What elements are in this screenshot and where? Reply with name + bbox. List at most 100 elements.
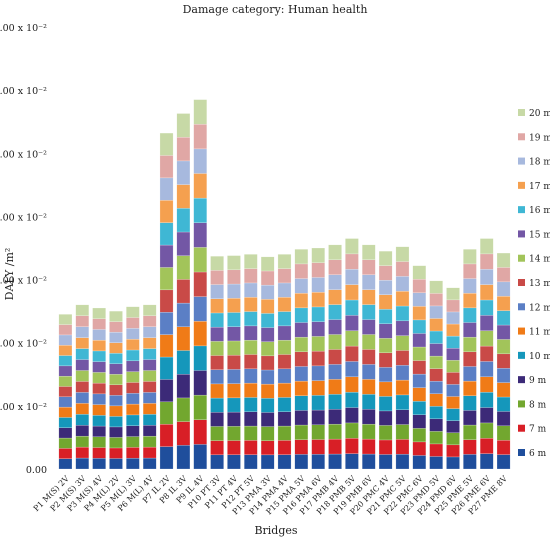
bar-segment — [58, 396, 73, 408]
bar-segment — [345, 330, 359, 347]
bar-segment — [210, 326, 224, 342]
legend-item: 10 m — [518, 351, 550, 362]
bar-segment — [479, 345, 494, 362]
legend-swatch — [518, 449, 525, 456]
bar-segment — [244, 254, 258, 269]
bar-segment — [227, 298, 241, 313]
y-tick-label: 6.00 x 10⁻² — [0, 86, 47, 97]
bar-segment — [429, 456, 443, 470]
bar-segment — [277, 454, 292, 470]
legend-label: 19 m — [529, 133, 550, 143]
bar-segment — [176, 302, 191, 328]
bar-segment — [109, 353, 123, 364]
bar-segment — [412, 360, 427, 375]
bar-segment — [92, 329, 106, 341]
bar-segment — [193, 173, 208, 199]
bar-segment — [463, 263, 477, 279]
bar-segment — [479, 376, 494, 393]
bar-segment — [126, 436, 140, 448]
legend-item: 15 m — [518, 230, 550, 240]
bar-segment — [446, 299, 460, 313]
bar-segment — [429, 280, 443, 294]
legend-item: 12 m — [518, 303, 550, 313]
bar-segment — [75, 381, 90, 393]
bar-segment — [378, 338, 393, 354]
bar-segment — [328, 289, 342, 305]
bar-segment — [176, 350, 191, 375]
bar-segment — [277, 282, 292, 298]
bar-segment — [496, 324, 511, 340]
bar-segment — [277, 311, 292, 327]
bar-segment — [260, 270, 275, 286]
bar-segment — [244, 268, 258, 284]
bar-segment — [260, 313, 275, 328]
bar-segment — [193, 124, 208, 150]
bar-segment — [109, 374, 123, 386]
bar-segment — [277, 354, 292, 370]
bar-segment — [126, 328, 140, 340]
bar-segment — [159, 424, 174, 447]
bar-segment — [58, 427, 73, 439]
legend-label: 10 m — [529, 352, 550, 362]
bar-segment — [176, 208, 191, 233]
bar-segment — [75, 315, 90, 327]
bar-segment — [361, 423, 376, 440]
bar-segment — [361, 259, 376, 275]
bar-segment — [176, 445, 191, 470]
bar-segment — [378, 381, 393, 397]
bar-segment — [496, 454, 511, 470]
bar-segment — [244, 425, 258, 441]
bar-segment — [294, 351, 309, 367]
bar-segment — [142, 359, 157, 371]
bar-segment — [429, 393, 443, 407]
bar-segment — [395, 305, 410, 322]
bar-segment — [142, 392, 157, 404]
bar-segment — [294, 395, 309, 411]
y-tick-label: 5.00 x 10⁻² — [0, 149, 47, 160]
bar-segment — [311, 277, 325, 293]
legend-swatch — [518, 376, 525, 384]
bar-segment — [159, 401, 174, 425]
bar-segment — [142, 370, 157, 382]
bar-segment — [294, 454, 309, 470]
chart-title: Damage category: Human health — [183, 3, 368, 16]
bar-stack — [277, 254, 292, 470]
bar-segment — [176, 255, 191, 280]
bar-segment — [142, 435, 157, 448]
bar-segment — [345, 376, 359, 393]
bar-segment — [58, 345, 73, 356]
bar-segment — [75, 425, 90, 437]
bar-segment — [210, 298, 224, 314]
bar-segment — [260, 426, 275, 441]
bar-segment — [92, 458, 106, 470]
bar-segment — [496, 267, 511, 283]
bar-segment — [395, 320, 410, 336]
y-tick-label: 2.00 x 10⁻² — [0, 339, 47, 350]
bar-segment — [361, 394, 376, 410]
bar-segment — [496, 339, 511, 355]
bar-segment — [159, 334, 174, 358]
bar-segment — [294, 336, 309, 353]
bar-segment — [479, 253, 494, 270]
bar-segment — [345, 253, 359, 270]
bar-segment — [109, 384, 123, 396]
bar-segment — [142, 381, 157, 393]
bar-segment — [109, 310, 123, 322]
bar-segment — [446, 444, 460, 458]
bar-segment — [496, 296, 511, 311]
bar-segment — [446, 384, 460, 397]
bar-segment — [193, 148, 208, 174]
bar-segment — [244, 297, 258, 312]
bar-segment — [260, 454, 275, 470]
bar-segment — [395, 424, 410, 440]
bar-segment — [244, 311, 258, 327]
legend-item: 6 m — [518, 449, 547, 459]
bar-segment — [395, 261, 410, 277]
bar-stack — [311, 247, 325, 470]
legend-item: 8 m — [518, 400, 547, 410]
bar-segment — [142, 403, 157, 415]
bar-segment — [126, 457, 140, 470]
bar-segment — [446, 372, 460, 385]
bar-segment — [277, 411, 292, 427]
bar-segment — [429, 368, 443, 382]
